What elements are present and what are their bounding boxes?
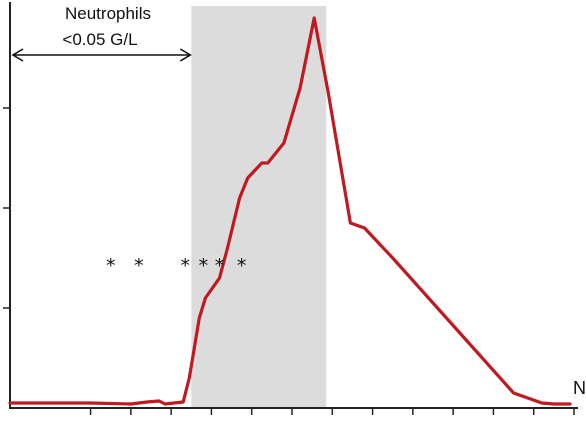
significance-star-0: * — [106, 255, 116, 277]
significance-star-1: * — [134, 255, 144, 277]
significance-star-4: * — [215, 255, 225, 277]
arrow-label-line2: <0.05 G/L — [62, 30, 137, 49]
significance-star-2: * — [180, 255, 190, 277]
ticks-layer — [3, 107, 575, 415]
series-line-layer — [8, 16, 572, 406]
neutrophils-arrow-left-head — [11, 48, 24, 62]
x-axis-label: N — [573, 378, 586, 398]
neutrophils-arrow-right-head — [179, 48, 192, 62]
annotation-layer: Neutrophils <0.05 G/L — [11, 4, 192, 62]
significance-star-5: * — [237, 255, 247, 277]
significance-star-3: * — [199, 255, 209, 277]
series-line-0 — [8, 16, 572, 406]
arrow-label-line1: Neutrophils — [65, 4, 151, 23]
axes-layer — [9, 2, 578, 409]
significance-stars-layer: * * * * * * — [106, 255, 246, 277]
